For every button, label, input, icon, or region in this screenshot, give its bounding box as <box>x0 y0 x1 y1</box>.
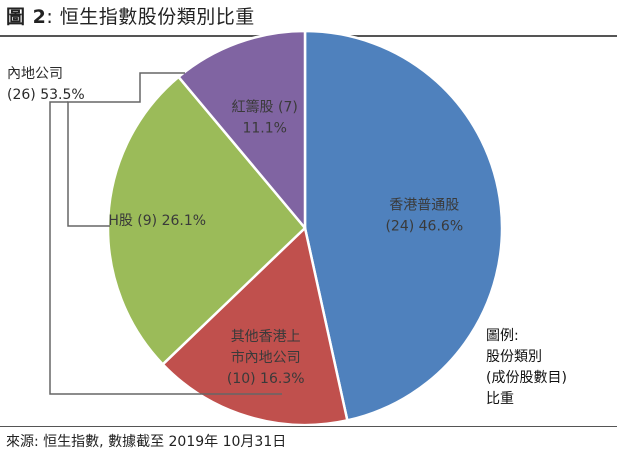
pie-slices <box>106 29 504 427</box>
pie-slice-h-shares <box>106 75 307 367</box>
legend-line-4: 比重 <box>486 391 514 407</box>
pie-slice-other-hk-mainland <box>161 225 349 427</box>
legend-line-2: 股份類別 <box>486 349 542 365</box>
slice-label-hk-ordinary-line2: (24) 46.6% <box>385 219 463 235</box>
figure-number: 圖 2 <box>6 6 47 28</box>
callout-label-line1: 內地公司 <box>7 66 63 82</box>
slice-label-hk-ordinary-line1: 香港普通股 <box>389 198 459 214</box>
callout-label-line2: (26) 53.5% <box>7 87 85 103</box>
legend-line-3: (成份股數目) <box>486 370 567 386</box>
callout-bracket-bottom <box>49 101 282 395</box>
slice-label-h-shares-line1: H股 (9) 26.1% <box>108 213 206 229</box>
slice-label-other-hk-mainland-line3: (10) 16.3% <box>227 371 305 387</box>
slice-label-red-chips-line1: 紅籌股 (7) <box>232 100 298 116</box>
slice-label-other-hk-mainland-line1: 其他香港上 <box>231 329 301 345</box>
callout-bracket-top <box>67 72 185 227</box>
callout-bracket: 內地公司 (26) 53.5% <box>7 66 282 395</box>
legend: 圖例: 股份類別 (成份股數目) 比重 <box>486 328 567 407</box>
slice-label-other-hk-mainland-line2: 市內地公司 <box>231 349 301 366</box>
bottom-rule <box>0 426 617 427</box>
source-footnote: 來源: 恒生指數, 數據截至 2019年 10月31日 <box>6 434 287 450</box>
legend-line-1: 圖例: <box>486 328 519 344</box>
slice-label-red-chips-line2: 11.1% <box>242 121 286 137</box>
chart-title: 圖 2: 恒生指數股份類別比重 <box>6 2 255 29</box>
pie-slice-hk-ordinary <box>303 29 504 422</box>
title-separator: : <box>46 6 54 28</box>
pie-slice-red-chips <box>176 29 307 232</box>
title-text: 恒生指數股份類別比重 <box>59 6 255 28</box>
